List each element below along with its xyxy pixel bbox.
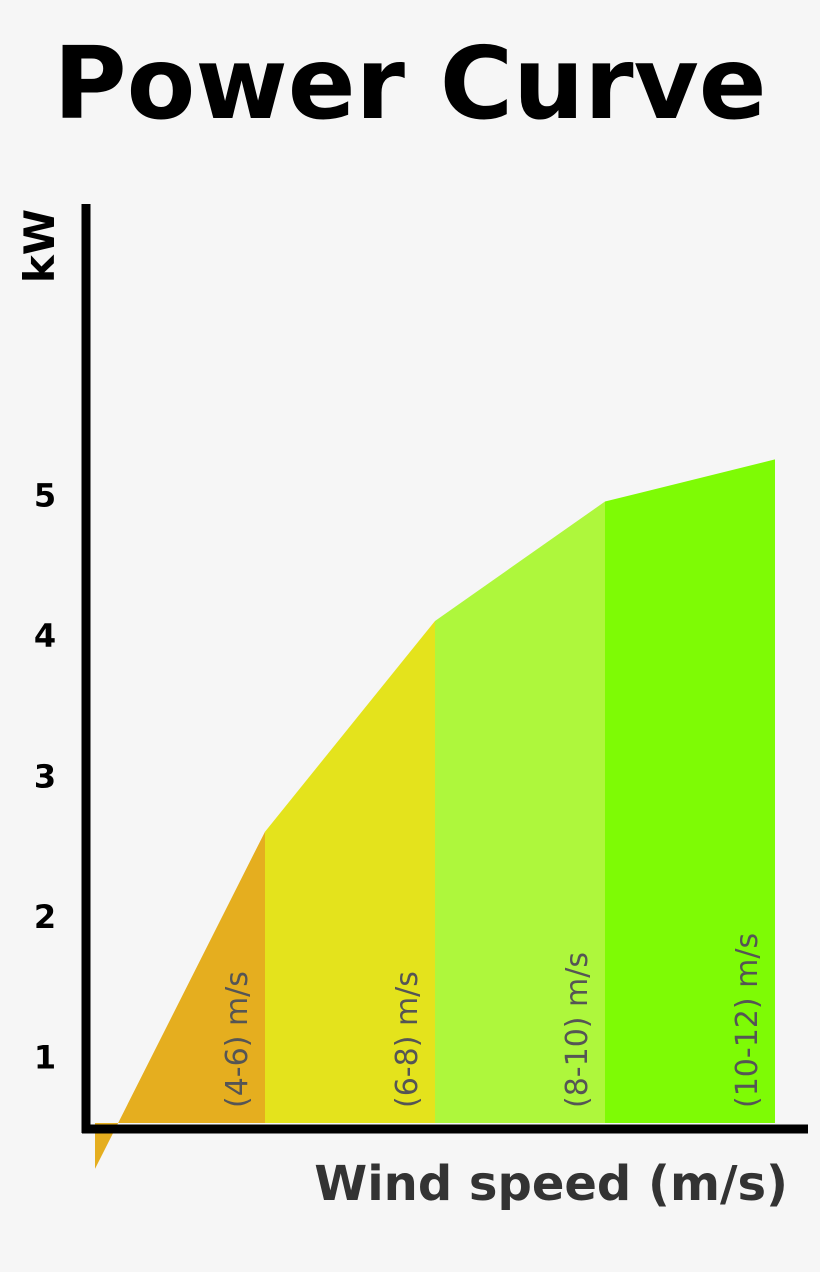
y-tick-labels: 1 2 3 4 5: [34, 477, 56, 1077]
y-tick-label-1: 1: [34, 1039, 56, 1077]
band-3: [435, 501, 605, 1123]
y-tick-label-3: 3: [34, 758, 56, 796]
x-axis-label: Wind speed (m/s): [314, 1156, 788, 1212]
y-axis-label: kW: [15, 209, 64, 283]
chart-title: Power Curve: [53, 25, 766, 142]
band-labels: (4-6) m/s (6-8) m/s (8-10) m/s (10-12) m/s: [220, 933, 765, 1108]
band-1: [95, 831, 265, 1169]
band-label-1: (4-6) m/s: [220, 971, 255, 1108]
band-label-2: (6-8) m/s: [390, 971, 425, 1108]
band-4: [605, 459, 775, 1123]
band-label-3: (8-10) m/s: [560, 952, 595, 1108]
y-tick-label-5: 5: [34, 477, 56, 515]
y-tick-label-4: 4: [34, 617, 56, 655]
band-2: [265, 620, 435, 1123]
band-label-4: (10-12) m/s: [730, 933, 765, 1108]
y-tick-label-2: 2: [34, 898, 56, 936]
power-bands: [95, 459, 775, 1169]
